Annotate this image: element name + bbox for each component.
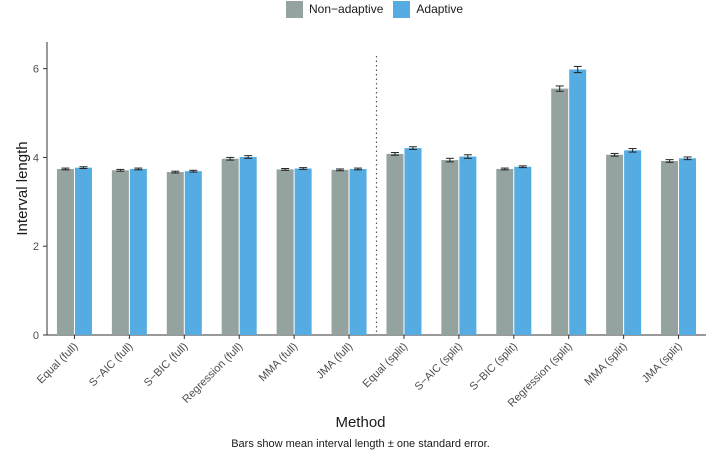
bar-adaptive	[239, 156, 257, 335]
bar-non-adaptive	[331, 169, 349, 335]
x-tick-label: S−AIC (split)	[413, 341, 465, 393]
bar-adaptive	[459, 156, 477, 335]
y-tick-label: 0	[33, 330, 39, 342]
legend-item-adaptive: Adaptive	[393, 0, 464, 18]
x-tick-label: S−BIC (full)	[142, 341, 190, 389]
legend-label-adaptive: Adaptive	[416, 2, 464, 16]
bar-non-adaptive	[661, 160, 679, 335]
bar-non-adaptive	[496, 168, 514, 335]
bar-adaptive	[514, 166, 532, 335]
x-tick-label: Regression (full)	[180, 341, 245, 406]
x-tick-label: JMA (split)	[640, 341, 685, 386]
y-tick-label: 4	[33, 152, 39, 164]
bar-adaptive	[349, 168, 367, 335]
bar-adaptive	[679, 158, 697, 335]
bar-adaptive	[129, 168, 147, 335]
x-tick-label: S−BIC (split)	[468, 341, 520, 393]
legend-item-non-adaptive: Non−adaptive	[286, 0, 384, 18]
x-tick-label: MMA (full)	[257, 341, 300, 384]
bar-non-adaptive	[276, 169, 294, 335]
x-tick-label: Equal (split)	[361, 341, 411, 391]
bar-non-adaptive	[166, 172, 184, 335]
bar-adaptive	[294, 168, 312, 335]
bar-adaptive	[184, 171, 202, 335]
bar-adaptive	[569, 69, 587, 336]
bar-non-adaptive	[441, 160, 459, 335]
legend-key-adaptive	[393, 0, 411, 18]
legend-key-non-adaptive	[286, 0, 303, 18]
x-tick-label: Equal (full)	[35, 341, 81, 387]
bar-adaptive	[404, 148, 422, 335]
legend-label-non-adaptive: Non−adaptive	[309, 2, 384, 16]
bar-non-adaptive	[111, 170, 129, 335]
bar-adaptive	[624, 150, 642, 335]
x-tick-label: MMA (split)	[582, 341, 629, 388]
chart-caption: Bars show mean interval length ± one sta…	[231, 438, 490, 450]
bar-non-adaptive	[56, 168, 74, 335]
y-tick-label: 6	[33, 64, 39, 76]
x-tick-label: S−AIC (full)	[87, 341, 135, 389]
x-axis-title: Method	[335, 414, 386, 431]
bar-non-adaptive	[551, 88, 569, 335]
legend: Non−adaptive Adaptive	[0, 0, 721, 20]
bar-non-adaptive	[221, 158, 239, 335]
bar-non-adaptive	[386, 153, 404, 335]
bar-adaptive	[74, 167, 92, 335]
y-axis-title: Interval length	[14, 141, 31, 235]
bar-non-adaptive	[606, 154, 624, 335]
y-tick-label: 2	[33, 241, 39, 253]
x-tick-label: JMA (full)	[314, 341, 355, 382]
